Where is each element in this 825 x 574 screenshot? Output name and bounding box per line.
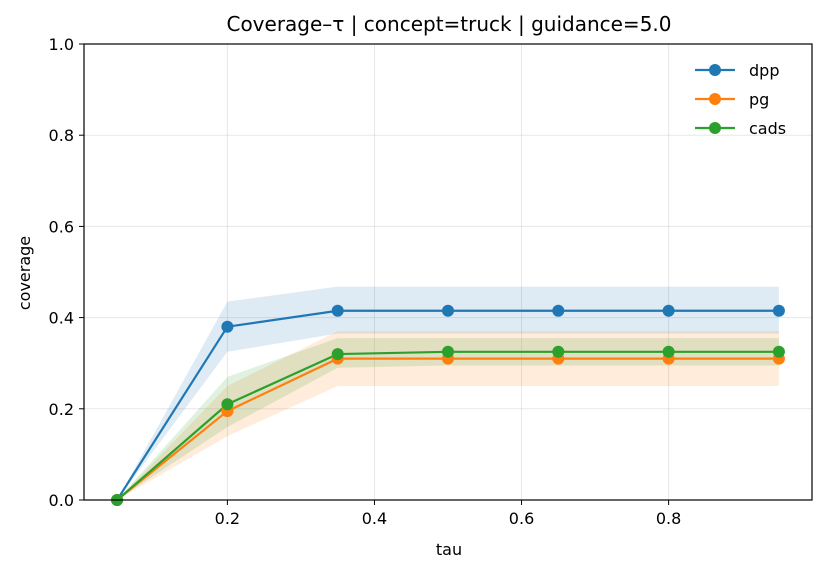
x-tick-label: 0.2: [215, 509, 240, 528]
cads-point: [442, 345, 454, 358]
legend-cads-marker: [709, 122, 721, 134]
cads-point: [552, 345, 565, 358]
x-tick-label: 0.6: [509, 509, 534, 528]
x-axis-label: tau: [436, 540, 462, 559]
legend-dpp-label: dpp: [749, 61, 779, 80]
legend: dpp pg cads: [695, 61, 786, 138]
pg-band: [117, 331, 779, 500]
legend-dpp-marker: [709, 64, 721, 76]
y-tick-label: 1.0: [49, 35, 74, 54]
y-axis-label: coverage: [15, 236, 34, 310]
legend-pg-marker: [709, 93, 721, 105]
y-axis-ticks: 0.0 0.2 0.4 0.6 0.8 1.0: [49, 35, 84, 510]
dpp-point: [221, 320, 234, 333]
cads-point: [662, 345, 675, 358]
cads-point: [221, 398, 234, 411]
x-tick-label: 0.8: [656, 509, 681, 528]
legend-cads-label: cads: [749, 119, 786, 138]
dpp-point: [772, 304, 785, 317]
dpp-point: [331, 304, 344, 317]
y-tick-label: 0.0: [49, 491, 74, 510]
y-tick-label: 0.6: [49, 217, 74, 236]
cads-point: [772, 345, 785, 358]
dpp-point: [552, 304, 565, 317]
x-axis-ticks: 0.2 0.4 0.6 0.8: [215, 500, 681, 528]
y-tick-label: 0.8: [49, 126, 74, 145]
y-tick-label: 0.2: [49, 400, 74, 419]
dpp-band: [117, 286, 779, 500]
plot-frame: [83, 43, 813, 501]
dpp-point: [442, 304, 454, 317]
x-tick-label: 0.4: [362, 509, 387, 528]
legend-pg-label: pg: [749, 90, 769, 109]
cads-point: [331, 348, 344, 361]
y-tick-label: 0.4: [49, 309, 74, 328]
dpp-point: [662, 304, 675, 317]
chart-title: Coverage–τ | concept=truck | guidance=5.…: [226, 12, 671, 36]
